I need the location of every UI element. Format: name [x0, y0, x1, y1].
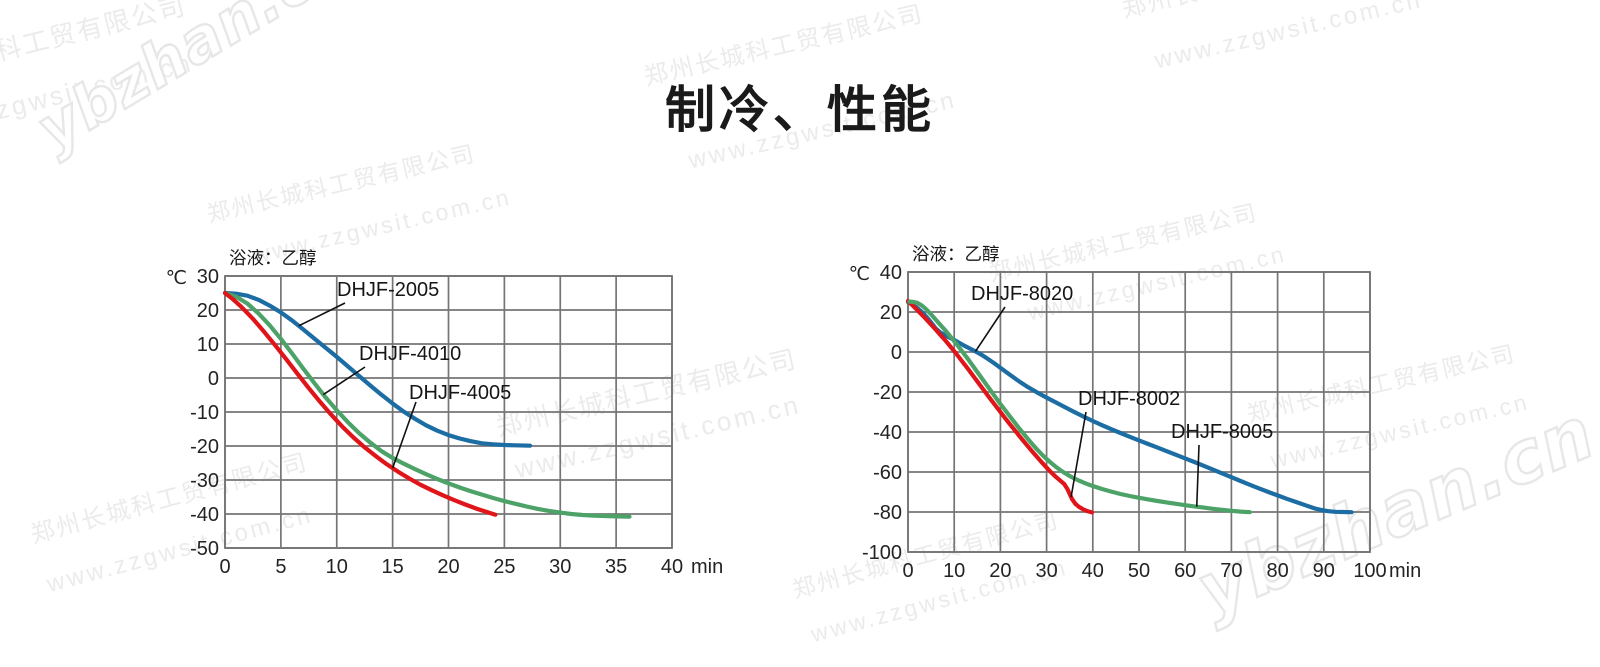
y-tick-label: -20 — [873, 382, 902, 404]
x-tick-label: 100 — [1353, 560, 1386, 582]
series-line-DHJF-8002 — [905, 298, 1095, 515]
x-tick-label: 5 — [275, 556, 286, 578]
series-line-DHJF-8005 — [907, 299, 1253, 515]
plot-border — [907, 271, 1371, 553]
cooling-chart-left: 30 20 10 0 -10 -20 -30 -40 -50 0 5 10 15 20 25 30 35 40 ℃ m… — [140, 228, 760, 600]
x-tick-label: 25 — [493, 556, 515, 578]
series-label-DHJF-4010: DHJF-4010 — [359, 343, 461, 365]
y-tick-label: -40 — [190, 504, 219, 526]
watermark-company: 郑州长城科工贸有限公司 — [204, 139, 479, 228]
y-tick-label: -20 — [190, 436, 219, 458]
bath-liquid-label: 浴液：乙醇 — [229, 248, 317, 268]
y-tick-label: -10 — [190, 402, 219, 424]
series-label-DHJF-8005: DHJF-8005 — [1171, 421, 1273, 443]
series-line-DHJF-4005 — [222, 290, 498, 517]
y-tick-label: 0 — [208, 368, 219, 390]
leader-line-DHJF-8002 — [1070, 411, 1087, 498]
y-tick-label: 10 — [197, 334, 219, 356]
watermark-site: www.zzgwsit.com.cn — [1152, 0, 1426, 75]
x-tick-label: 90 — [1313, 560, 1335, 582]
leader-line-DHJF-8020 — [974, 306, 1006, 352]
x-tick-label: 30 — [549, 556, 571, 578]
y-tick-label: 0 — [891, 342, 902, 364]
x-tick-label: 30 — [1035, 560, 1057, 582]
x-tick-label: 40 — [661, 556, 683, 578]
x-tick-label: 70 — [1220, 560, 1242, 582]
leader-line-DHJF-4010 — [322, 366, 366, 396]
x-tick-label: 80 — [1266, 560, 1288, 582]
y-tick-label: 30 — [197, 266, 219, 288]
x-tick-label: 15 — [382, 556, 404, 578]
series-label-DHJF-4005: DHJF-4005 — [409, 382, 511, 404]
series-line-DHJF-2005 — [222, 290, 533, 448]
x-tick-label: 20 — [989, 560, 1011, 582]
bath-liquid-label: 浴液：乙醇 — [912, 244, 1000, 264]
page-title: 制冷、性能 — [665, 82, 935, 138]
x-unit-label: min — [1389, 560, 1421, 582]
y-unit-label: ℃ — [166, 268, 187, 289]
series-line-DHJF-4010 — [222, 290, 632, 519]
x-tick-label: 50 — [1128, 560, 1150, 582]
leader-line-DHJF-8005 — [1195, 444, 1200, 507]
x-tick-label: 20 — [437, 556, 459, 578]
y-tick-label: -80 — [873, 502, 902, 524]
x-unit-label: min — [691, 556, 723, 578]
series-label-DHJF-2005: DHJF-2005 — [337, 279, 439, 301]
y-tick-label: 40 — [880, 262, 902, 284]
y-tick-label: 20 — [880, 302, 902, 324]
x-tick-label: 40 — [1082, 560, 1104, 582]
leader-line-DHJF-4005 — [391, 401, 417, 469]
watermark-company: 郑州长城科工贸有限公司 — [1118, 0, 1405, 24]
plot-border — [224, 275, 673, 549]
y-tick-label: -100 — [862, 542, 902, 564]
y-tick-label: -50 — [190, 538, 219, 560]
cooling-chart-right: 40 20 0 -20 -40 -60 -80 -100 0 10 20 30 40 50 60 70 80 90… — [820, 226, 1460, 600]
series-label-DHJF-8020: DHJF-8020 — [971, 283, 1073, 305]
y-unit-label: ℃ — [849, 264, 870, 285]
x-tick-label: 0 — [219, 556, 230, 578]
x-tick-label: 10 — [326, 556, 348, 578]
x-tick-label: 0 — [902, 560, 913, 582]
y-tick-label: -30 — [190, 470, 219, 492]
y-tick-label: 20 — [197, 300, 219, 322]
y-tick-label: -60 — [873, 462, 902, 484]
series-label-DHJF-8002: DHJF-8002 — [1078, 388, 1180, 410]
leader-line-DHJF-2005 — [298, 302, 346, 327]
y-tick-label: -40 — [873, 422, 902, 444]
x-tick-label: 10 — [943, 560, 965, 582]
x-tick-label: 60 — [1174, 560, 1196, 582]
x-tick-label: 35 — [605, 556, 627, 578]
